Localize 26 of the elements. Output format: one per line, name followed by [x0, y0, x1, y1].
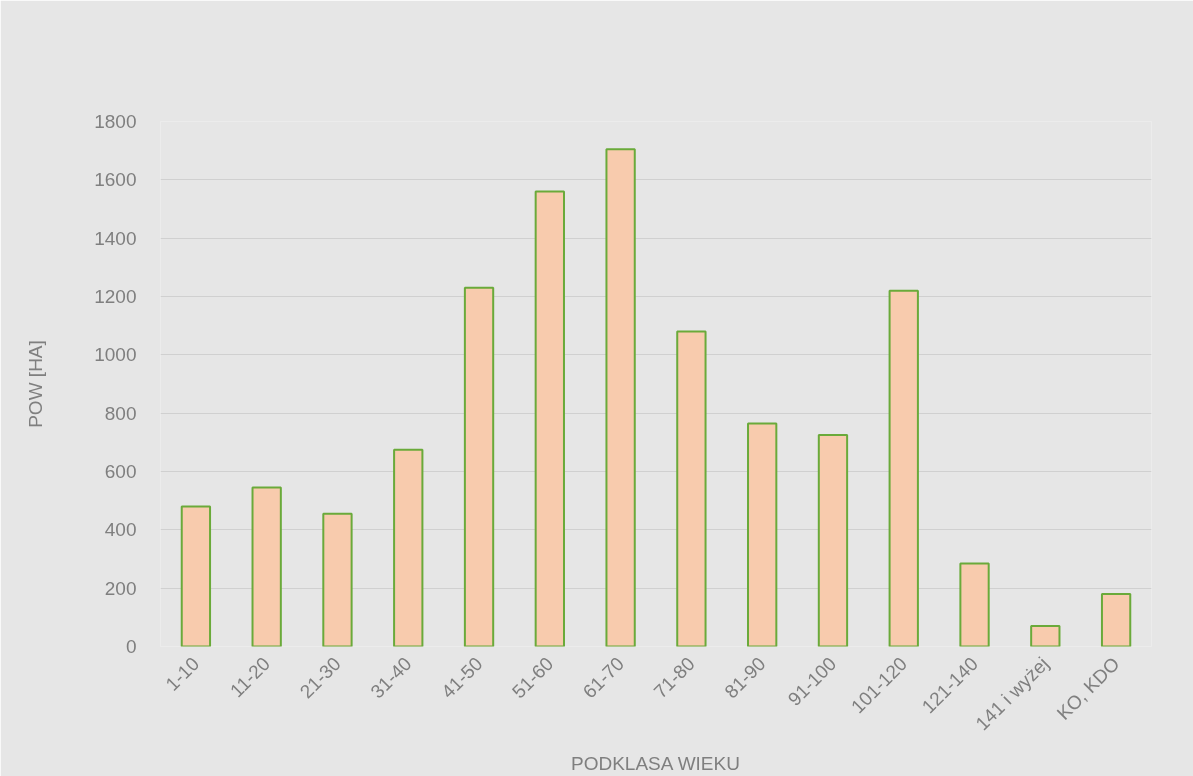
y-tick-label: 200 — [104, 577, 137, 599]
bar — [747, 422, 778, 647]
y-tick-label: 1400 — [94, 227, 137, 249]
y-tick-label: 600 — [104, 461, 137, 482]
bar — [463, 286, 495, 647]
y-tick-label: 1000 — [94, 344, 137, 366]
y-tick-label: 1200 — [94, 286, 137, 307]
y-tick-label: 400 — [104, 519, 137, 541]
y-tick-label: 0 — [125, 636, 137, 657]
bar — [959, 562, 990, 647]
bar — [817, 434, 849, 647]
y-tick-label: 1600 — [94, 169, 137, 191]
y-axis-title: POW [HA] — [25, 340, 47, 428]
x-axis-title: PODKLASA WIEKU — [571, 752, 740, 774]
bar — [676, 330, 707, 647]
bar — [605, 148, 636, 647]
y-tick-label: 1800 — [94, 111, 137, 132]
bar — [251, 486, 282, 647]
bar — [393, 448, 424, 647]
bar — [534, 190, 565, 647]
bar — [888, 289, 919, 647]
y-tick-label: 800 — [104, 402, 137, 424]
bar — [180, 505, 212, 647]
bar — [1100, 593, 1132, 647]
bar — [1030, 625, 1061, 647]
bar — [322, 512, 353, 647]
